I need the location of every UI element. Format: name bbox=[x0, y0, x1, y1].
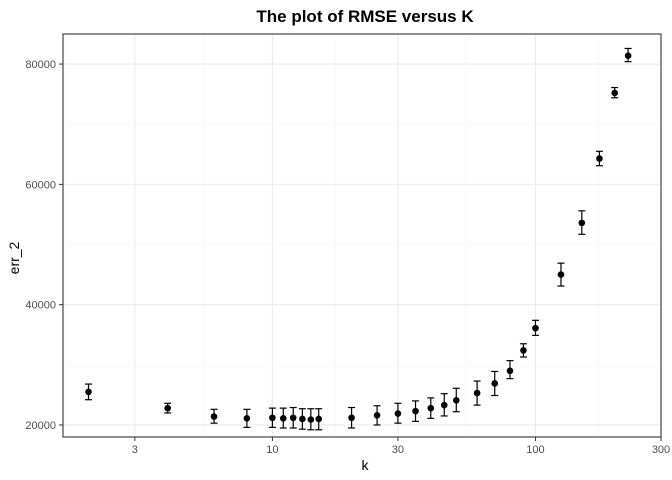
x-tick-label: 3 bbox=[132, 444, 138, 456]
data-point bbox=[269, 414, 276, 422]
y-axis-label: err_2 bbox=[6, 241, 22, 274]
data-point bbox=[394, 410, 402, 417]
x-axis-label: k bbox=[362, 457, 370, 473]
axes: 20000 40000 60000 80000 3 10 30 100 300 bbox=[25, 59, 670, 456]
data-point bbox=[289, 414, 297, 422]
data-point bbox=[315, 415, 323, 423]
data-point bbox=[412, 407, 419, 415]
x-tick-label: 10 bbox=[266, 444, 278, 456]
data-point bbox=[427, 404, 435, 412]
x-tick-label: 100 bbox=[526, 444, 544, 456]
panel-border bbox=[62, 33, 662, 438]
data-point bbox=[164, 404, 171, 412]
data-point bbox=[210, 413, 218, 420]
data-point bbox=[85, 388, 92, 396]
data-point bbox=[373, 412, 381, 419]
data-point bbox=[557, 271, 565, 278]
y-tick-label: 40000 bbox=[25, 300, 56, 312]
data-point bbox=[491, 380, 499, 387]
data-point bbox=[440, 401, 448, 409]
data-point bbox=[596, 155, 603, 162]
data-point bbox=[299, 415, 306, 423]
data-point bbox=[307, 416, 315, 423]
data-point bbox=[279, 415, 287, 422]
chart-title: The plot of RMSE versus K bbox=[256, 7, 474, 26]
major-gridlines bbox=[63, 34, 662, 437]
data-point bbox=[624, 52, 632, 59]
y-tick-label: 60000 bbox=[25, 179, 56, 191]
data-point bbox=[348, 414, 355, 422]
data-point bbox=[452, 397, 460, 404]
x-tick-label: 300 bbox=[652, 444, 670, 456]
y-tick-label: 80000 bbox=[25, 59, 56, 71]
data-marks bbox=[84, 47, 632, 431]
data-point bbox=[578, 219, 586, 227]
y-tick-label: 20000 bbox=[25, 420, 56, 432]
data-point bbox=[520, 347, 527, 354]
data-point bbox=[611, 89, 618, 97]
data-point bbox=[473, 389, 481, 397]
data-point bbox=[532, 324, 539, 332]
x-tick-label: 30 bbox=[392, 444, 404, 456]
minor-gridlines bbox=[63, 34, 661, 437]
data-point bbox=[506, 367, 514, 375]
data-point bbox=[243, 415, 251, 422]
